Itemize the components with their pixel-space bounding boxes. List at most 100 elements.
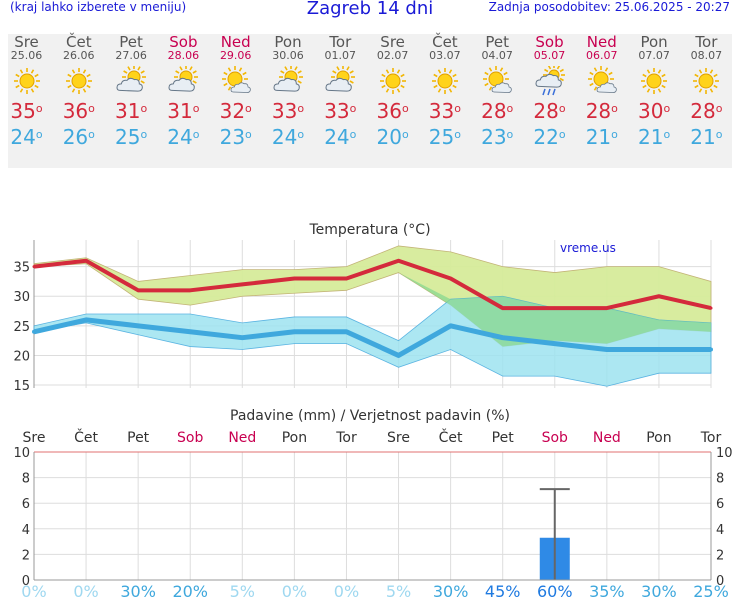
min-temp: 26o [62, 125, 95, 149]
day-date: 06.07 [586, 49, 618, 62]
min-temp: 21o [585, 125, 618, 149]
min-temp: 21o [638, 125, 671, 149]
page-title: Zagreb 14 dni [306, 0, 434, 19]
day-date: 27.06 [115, 49, 147, 62]
watermark: vreme.us [560, 241, 616, 255]
min-temp-point [500, 335, 505, 340]
min-temp-point [84, 317, 89, 322]
x-tick-label: Pon [646, 430, 671, 446]
day-name: Pon [640, 33, 668, 51]
y-tick-label-right: 8 [716, 472, 724, 487]
day-name: Čet [66, 33, 92, 51]
region-hint[interactable]: (kraj lahko izberete v meniju) [10, 0, 187, 14]
day-name: Sob [535, 33, 564, 51]
sun-cloud-icon [105, 66, 157, 96]
min-temp-point [344, 329, 349, 334]
sun-icon [628, 66, 680, 96]
min-temp-point [656, 347, 661, 352]
max-temp-line [33, 258, 712, 311]
day-name: Sre [14, 33, 39, 51]
temperature-chart-title: Temperatura (°C) [308, 222, 430, 238]
min-temp: 25o [115, 125, 148, 149]
min-temp-point [552, 341, 557, 346]
min-temp-point [136, 323, 141, 328]
day-date: 26.06 [63, 49, 95, 62]
day-column: Sob 28.06 31o 24o [157, 34, 209, 148]
day-column: Pet 04.07 28o 23o [471, 34, 523, 148]
day-name: Pet [119, 33, 143, 51]
precip-probability: 0% [282, 582, 307, 600]
min-temp: 20o [376, 125, 409, 149]
sun-icon [1, 66, 53, 96]
max-temp: 28o [533, 99, 566, 123]
day-date: 08.07 [690, 49, 723, 62]
daily-forecast-panel: Sre 25.06 35o 24o Čet 26.06 36o 26o Pet 27.06 31o… [8, 34, 732, 168]
x-tick-label: Tor [335, 430, 357, 446]
day-date: 30.06 [272, 49, 304, 62]
min-temp-point [292, 329, 297, 334]
max-temp-point [449, 276, 453, 280]
day-column: Sre 25.06 35o 24o [1, 34, 53, 148]
max-temp-point [136, 288, 140, 292]
sun-icon [680, 66, 732, 96]
max-temp: 36o [376, 99, 409, 123]
y-tick-label: 30 [13, 290, 30, 305]
day-date: 05.07 [533, 49, 566, 62]
y-tick-label: 20 [13, 349, 30, 364]
day-name: Tor [329, 33, 352, 51]
day-column: Pet 27.06 31o 25o [105, 34, 157, 148]
x-tick-label: Ned [228, 430, 256, 446]
max-temp-point [657, 294, 661, 298]
max-temp-point [292, 276, 296, 280]
sun-small-cloud-icon [471, 66, 523, 96]
y-tick-label-left: 6 [22, 497, 30, 512]
y-tick-label-left: 8 [22, 472, 30, 487]
max-temp-point [32, 265, 36, 269]
y-tick-label: 35 [13, 261, 30, 276]
day-date: 03.07 [429, 49, 461, 62]
precip-probability: 30% [120, 582, 156, 600]
max-temp-point [240, 282, 244, 286]
day-column: Pon 07.07 30o 21o [628, 34, 680, 148]
min-temp: 24o [167, 125, 200, 149]
day-name: Sob [169, 33, 198, 51]
sun-small-cloud-icon [210, 66, 262, 96]
max-temp: 31o [115, 99, 148, 123]
sun-cloud-icon [262, 66, 314, 96]
y-tick-label-left: 0 [22, 574, 30, 589]
sun-icon [419, 66, 471, 96]
x-tick-label: Sre [23, 430, 46, 446]
day-name: Pon [274, 33, 302, 51]
y-tick-label-right: 10 [716, 446, 733, 461]
sun-small-cloud-icon [576, 66, 628, 96]
day-name: Ned [220, 33, 251, 51]
day-column: Čet 03.07 33o 25o [419, 34, 471, 148]
precip-probability: 45% [485, 582, 521, 600]
min-temp: 21o [690, 125, 723, 149]
max-temp: 28o [481, 99, 514, 123]
max-temp: 36o [62, 99, 95, 123]
min-temp-point [448, 323, 453, 328]
min-temp-point [604, 347, 609, 352]
day-name: Ned [586, 33, 617, 51]
y-tick-label-right: 2 [716, 548, 724, 563]
day-column: Pon 30.06 33o 24o [262, 34, 314, 148]
x-tick-label: Sre [387, 430, 410, 446]
precip-probability: 30% [641, 582, 677, 600]
x-tick-label: Sob [542, 430, 568, 446]
day-column: Tor 08.07 28o 21o [680, 34, 732, 148]
max-temp: 31o [167, 99, 200, 123]
min-temp: 24o [324, 125, 357, 149]
max-temp-point [188, 288, 192, 292]
precip-probability: 20% [172, 582, 208, 600]
max-temp-point [84, 259, 88, 263]
min-temp: 24o [271, 125, 305, 149]
last-updated: Zadnja posodobitev: 25.06.2025 - 20:27 [488, 0, 730, 14]
max-temp: 33o [428, 99, 461, 123]
max-temp-point [605, 306, 609, 310]
precip-probability: 0% [21, 582, 46, 600]
day-column: Čet 26.06 36o 26o [53, 34, 105, 148]
min-temp-point [240, 335, 245, 340]
day-column: Ned 29.06 32o 23o [210, 34, 262, 148]
